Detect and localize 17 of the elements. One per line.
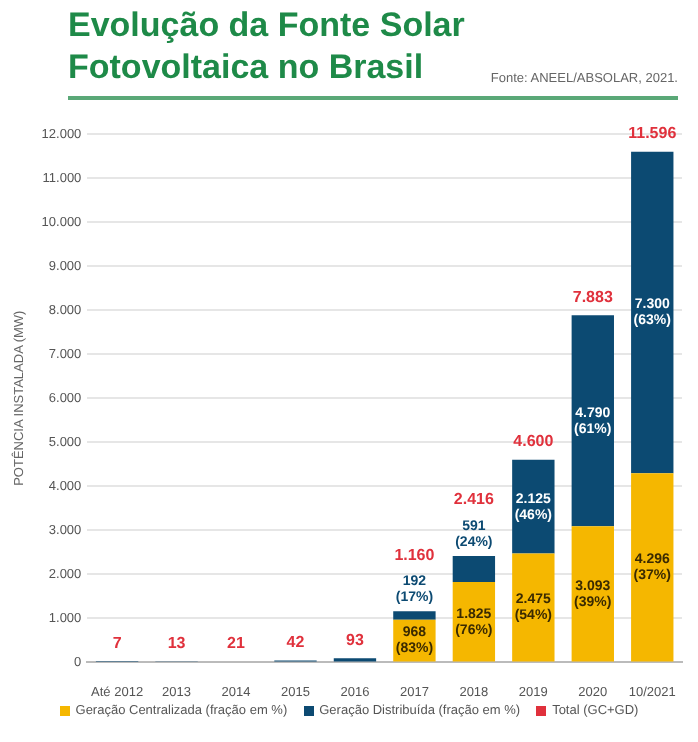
bar	[393, 611, 436, 620]
chart-title: Evolução da Fonte Solar Fotovoltaica no Brasil	[68, 6, 465, 86]
bar	[631, 151, 674, 474]
total-label: 13	[167, 634, 187, 653]
total-label: 7.883	[572, 287, 614, 306]
total-label: 93	[346, 630, 365, 649]
total-label: 7	[112, 634, 123, 653]
total-label: 2.416	[453, 490, 495, 509]
bar	[512, 553, 555, 662]
total-label: 1.160	[394, 545, 436, 564]
total-label: 21	[227, 633, 247, 652]
bar	[452, 556, 496, 583]
total-label: 4.600	[513, 432, 555, 451]
total-label: 42	[286, 632, 306, 651]
bar	[571, 315, 614, 527]
bar	[631, 473, 674, 662]
total-label: 11.596	[628, 124, 678, 143]
